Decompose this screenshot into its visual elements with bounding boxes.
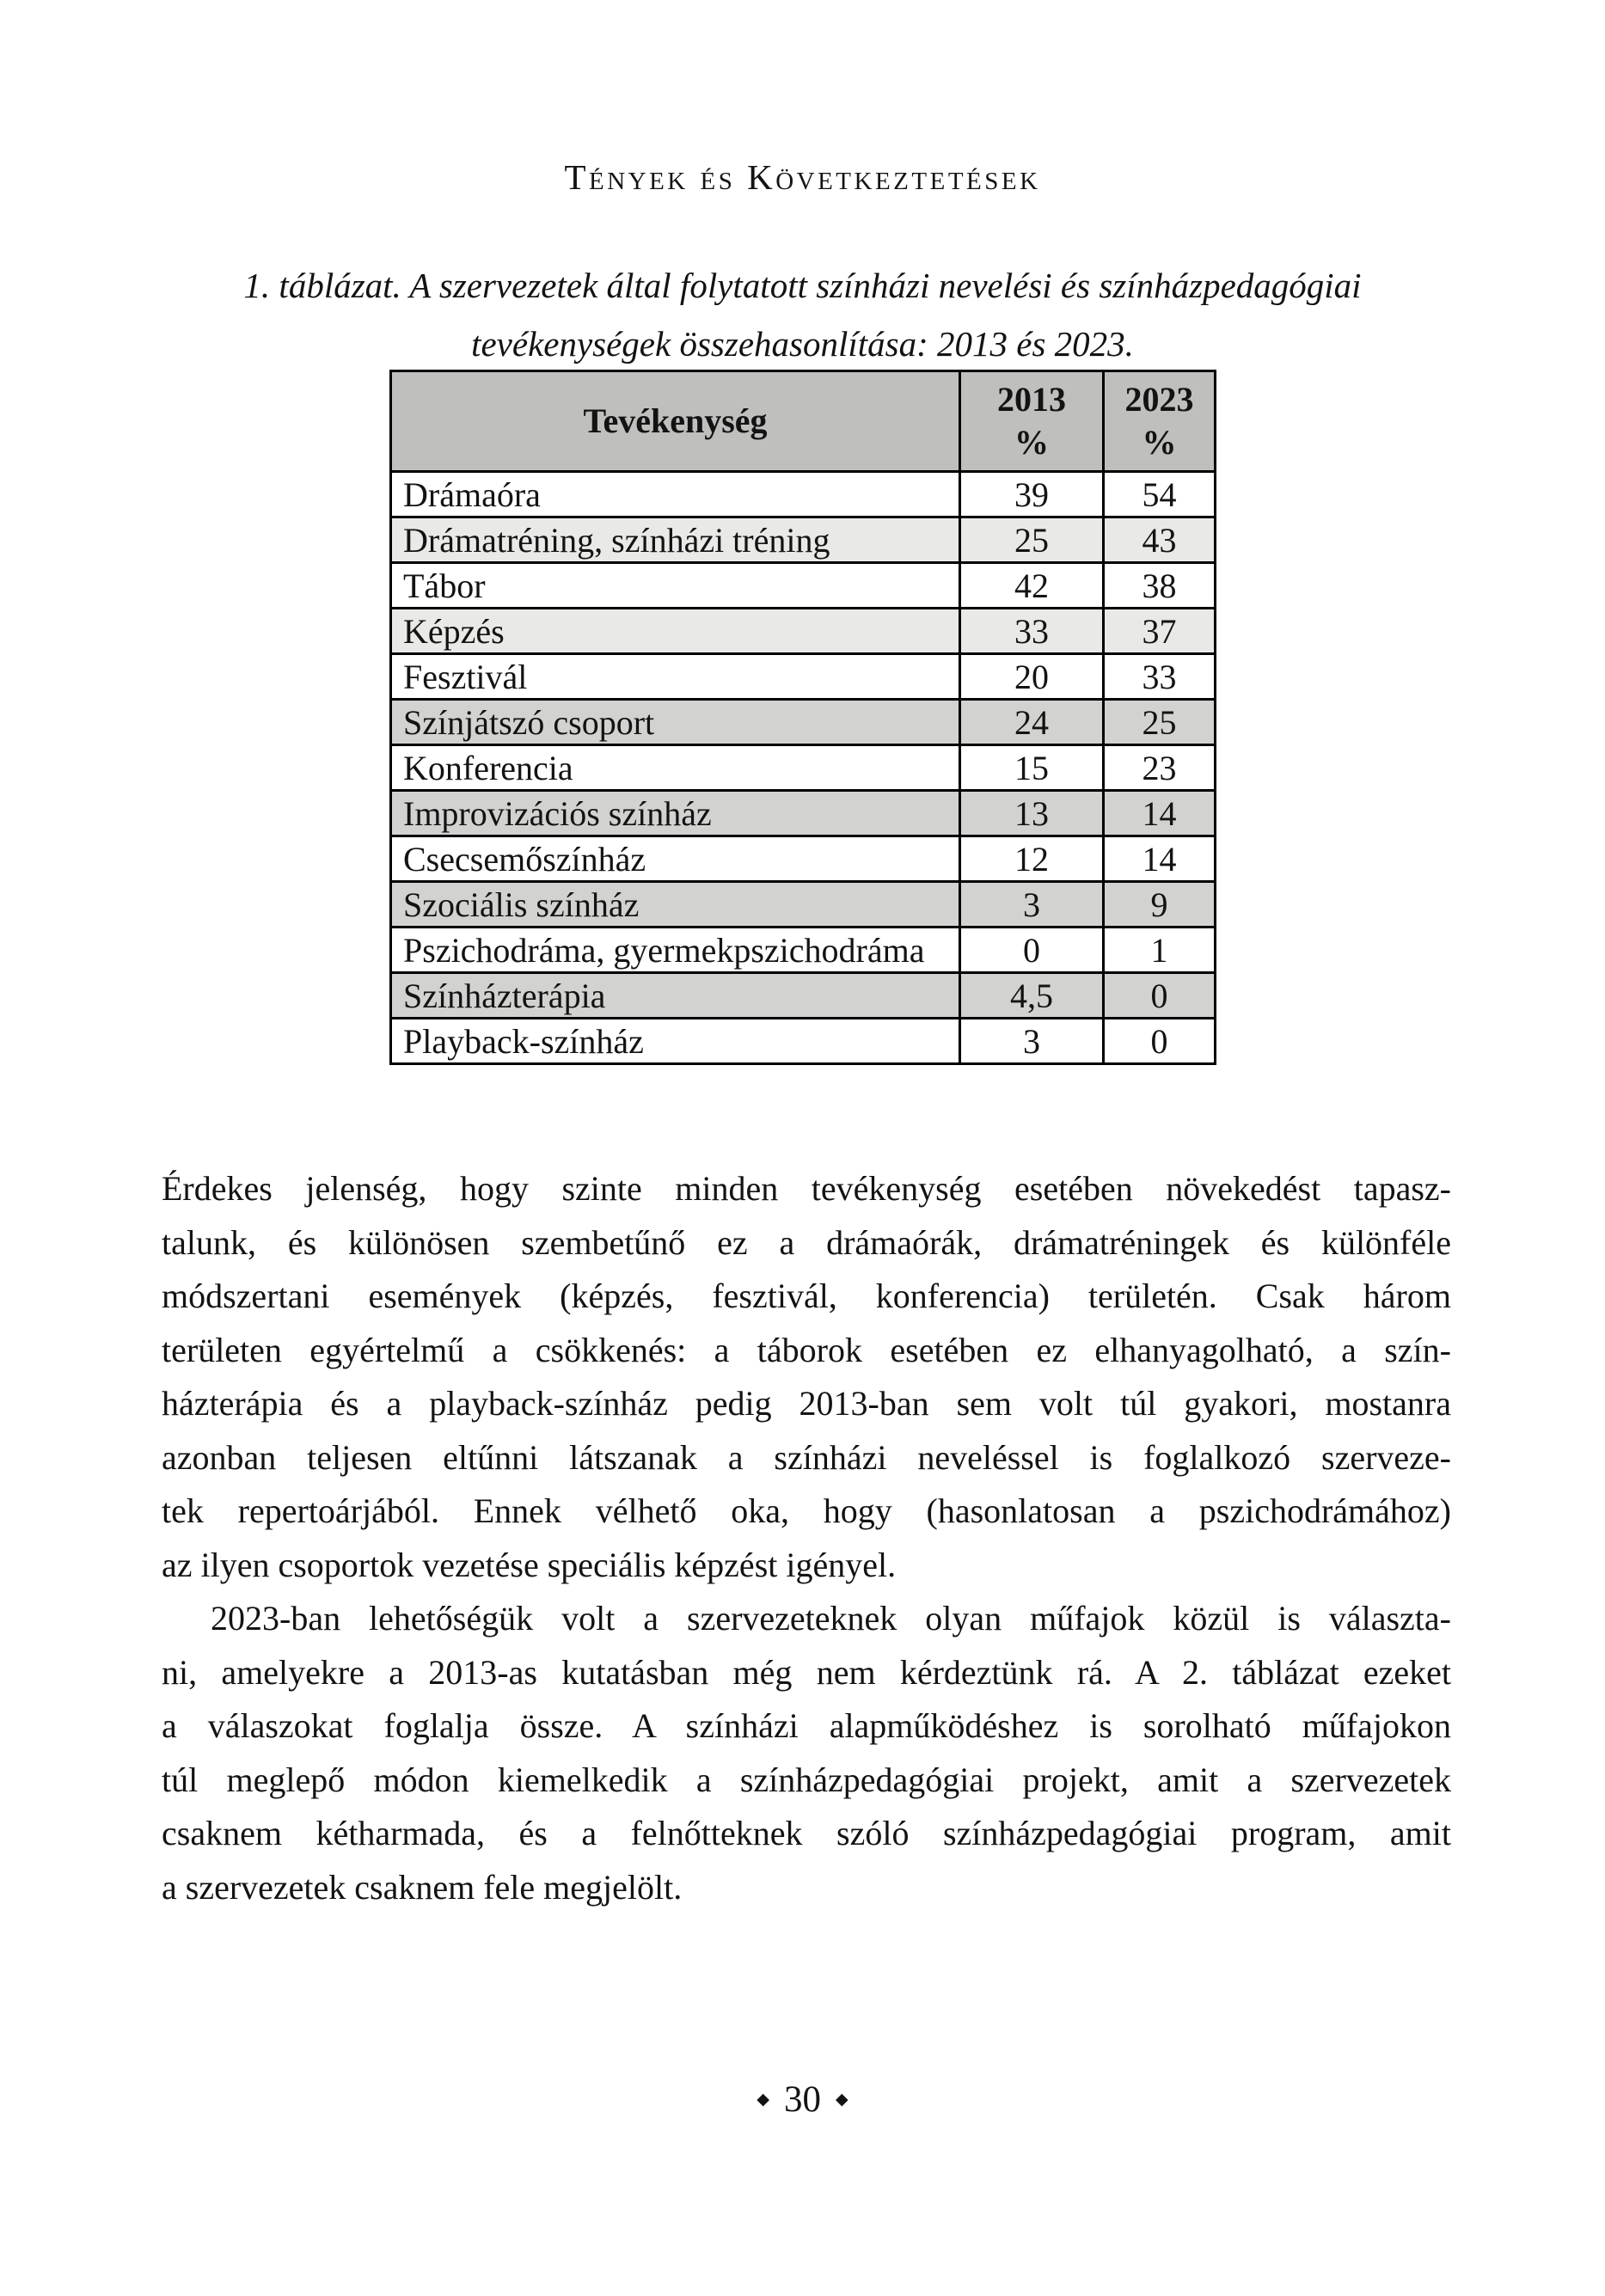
value-2013-cell: 15 xyxy=(959,744,1105,792)
text-line: a szervezetek csaknem fele megjelölt. xyxy=(162,1867,683,1907)
header-cell-2023: 2023% xyxy=(1102,370,1216,473)
value-2013-cell: 3 xyxy=(959,1017,1105,1065)
text-line: 2023-ban lehetőségük volt a szervezetekn… xyxy=(211,1599,1451,1638)
activity-cell: Pszichodráma, gyermekpszichodráma xyxy=(389,926,961,974)
activity-cell: Képzés xyxy=(389,607,961,655)
text-line: csaknem kétharmada, és a felnőtteknek sz… xyxy=(162,1814,1451,1852)
text-line: túl meglepő módon kiemelkedik a színházp… xyxy=(162,1760,1451,1799)
value-2023-cell: 14 xyxy=(1102,835,1216,883)
header-year-2013: 2013 xyxy=(997,380,1066,419)
activity-cell: Szociális színház xyxy=(389,880,961,928)
text-line: ni, amelyekre a 2013-as kutatásban még n… xyxy=(162,1652,1451,1692)
value-2023-cell: 0 xyxy=(1102,1017,1216,1065)
diamond-ornament-right: ◆ xyxy=(836,2091,848,2109)
value-2013-cell: 3 xyxy=(959,880,1105,928)
activity-cell: Drámatréning, színházi tréning xyxy=(389,516,961,564)
value-2013-cell: 12 xyxy=(959,835,1105,883)
table-row: Tábor 42 38 xyxy=(389,561,1216,609)
table-body: Drámaóra 39 54 Drámatréning, színházi tréni… xyxy=(389,470,1216,1065)
text-line: Érdekes jelenség, hogy szinte minden tev… xyxy=(162,1169,1451,1208)
table-row: Szociális színház 3 9 xyxy=(389,880,1216,928)
activity-table: Tevékenység 2013% 2023% Drámaóra 39 54 Drám… xyxy=(389,370,1216,1065)
value-2023-cell: 23 xyxy=(1102,744,1216,792)
header-unit-2023: % xyxy=(1142,423,1177,462)
value-2023-cell: 54 xyxy=(1102,470,1216,518)
diamond-ornament-left: ◆ xyxy=(757,2091,769,2109)
activity-cell: Konferencia xyxy=(389,744,961,792)
text-line: módszertani események (képzés, fesztivál… xyxy=(162,1277,1451,1315)
text-line: az ilyen csoportok vezetése speciális ké… xyxy=(162,1545,897,1584)
header-cell-activity: Tevékenység xyxy=(389,370,961,473)
text-line: azonban teljesen eltűnni látszanak a szí… xyxy=(162,1437,1451,1477)
value-2013-cell: 42 xyxy=(959,561,1105,609)
value-2023-cell: 37 xyxy=(1102,607,1216,655)
running-head: Tények és Következtetések xyxy=(564,157,1041,197)
caption-line-1: 1. táblázat. A szervezetek által folytat… xyxy=(243,266,1362,305)
table-row: Pszichodráma, gyermekpszichodráma 0 1 xyxy=(389,926,1216,974)
activity-cell: Színházterápia xyxy=(389,971,961,1019)
value-2023-cell: 1 xyxy=(1102,926,1216,974)
table-row: Képzés 33 37 xyxy=(389,607,1216,655)
header-year-2023: 2023 xyxy=(1124,380,1194,419)
table-row: Csecsemőszínház 12 14 xyxy=(389,835,1216,883)
activity-cell: Csecsemőszínház xyxy=(389,835,961,883)
value-2023-cell: 0 xyxy=(1102,971,1216,1019)
value-2013-cell: 4,5 xyxy=(959,971,1105,1019)
value-2013-cell: 33 xyxy=(959,607,1105,655)
value-2023-cell: 25 xyxy=(1102,698,1216,746)
activity-cell: Drámaóra xyxy=(389,470,961,518)
value-2013-cell: 24 xyxy=(959,698,1105,746)
value-2023-cell: 43 xyxy=(1102,516,1216,564)
table-container: Tevékenység 2013% 2023% Drámaóra 39 54 Drám… xyxy=(389,370,1216,1065)
activity-cell: Színjátszó csoport xyxy=(389,698,961,746)
activity-cell: Improvizációs színház xyxy=(389,789,961,837)
activity-cell: Fesztivál xyxy=(389,652,961,701)
page-number: 30 xyxy=(784,2079,821,2120)
text-line: talunk, és különösen szembetűnő ez a drá… xyxy=(162,1222,1451,1262)
table-row: Színházterápia 4,5 0 xyxy=(389,971,1216,1019)
value-2023-cell: 9 xyxy=(1102,880,1216,928)
table-row: Fesztivál 20 33 xyxy=(389,652,1216,701)
value-2023-cell: 14 xyxy=(1102,789,1216,837)
caption-line-2: tevékenységek összehasonlítása: 2013 és … xyxy=(471,324,1134,364)
table-row: Drámaóra 39 54 xyxy=(389,470,1216,518)
header-unit-2013: % xyxy=(1014,423,1049,462)
table-row: Konferencia 15 23 xyxy=(389,744,1216,792)
text-line: tek repertoárjából. Ennek vélhető oka, h… xyxy=(162,1491,1451,1530)
value-2023-cell: 33 xyxy=(1102,652,1216,701)
table-row: Improvizációs színház 13 14 xyxy=(389,789,1216,837)
value-2013-cell: 0 xyxy=(959,926,1105,974)
table-row: Playback-színház 3 0 xyxy=(389,1017,1216,1065)
text-line: házterápia és a playback-színház pedig 2… xyxy=(162,1384,1451,1423)
text-line: a válaszokat foglalja össze. A színházi … xyxy=(162,1706,1451,1745)
table-row: Drámatréning, színházi tréning 25 43 xyxy=(389,516,1216,564)
header-cell-2013: 2013% xyxy=(959,370,1105,473)
activity-cell: Playback-színház xyxy=(389,1017,961,1065)
table-header-row: Tevékenység 2013% 2023% xyxy=(389,370,1216,473)
value-2013-cell: 25 xyxy=(959,516,1105,564)
text-line: területen egyértelmű a csökkenés: a tábo… xyxy=(162,1330,1451,1369)
value-2023-cell: 38 xyxy=(1102,561,1216,609)
activity-cell: Tábor xyxy=(389,561,961,609)
table-row: Színjátszó csoport 24 25 xyxy=(389,698,1216,746)
page-footer: ◆ 30 ◆ xyxy=(0,2079,1605,2121)
body-text: Érdekes jelenség, hogy szinte minden tev… xyxy=(162,1162,1451,1914)
table-caption: 1. táblázat. A szervezetek által folytat… xyxy=(0,256,1605,373)
value-2013-cell: 13 xyxy=(959,789,1105,837)
value-2013-cell: 20 xyxy=(959,652,1105,701)
value-2013-cell: 39 xyxy=(959,470,1105,518)
